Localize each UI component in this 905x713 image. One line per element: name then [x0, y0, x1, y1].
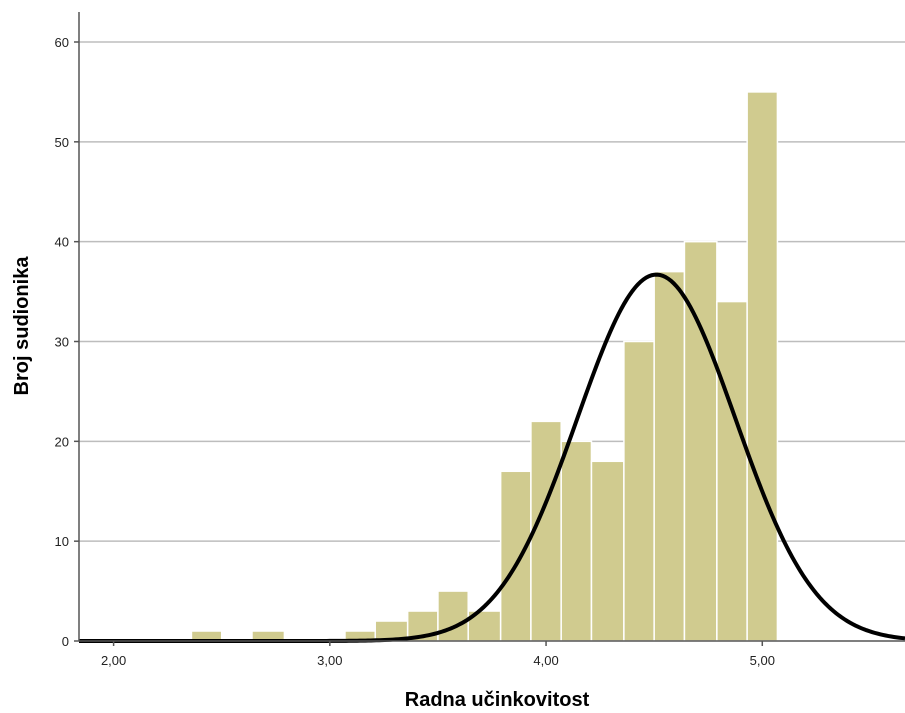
histogram-bar [560, 440, 593, 642]
histogram-bar [746, 91, 779, 642]
histogram-bar [653, 270, 686, 642]
histogram-bars [190, 91, 779, 642]
histogram-bar [716, 300, 748, 642]
normal-curve-layer [79, 272, 905, 643]
y-tick-label: 50 [55, 135, 69, 150]
histogram-bar [590, 460, 625, 642]
x-axis-title: Radna učinkovitost [405, 689, 590, 711]
y-tick-label: 60 [55, 35, 69, 50]
y-tick-label: 20 [55, 434, 69, 449]
x-tick-label: 3,00 [317, 653, 342, 668]
x-tick-label: 2,00 [101, 653, 126, 668]
y-axis-title: Broj sudionika [11, 256, 33, 396]
x-tick-label: 5,00 [750, 653, 775, 668]
normal-curve [79, 272, 905, 643]
y-tick-labels: 0 10 20 30 40 50 60 [55, 35, 69, 649]
y-tick-label: 0 [62, 634, 69, 649]
x-tick-labels: 2,00 3,00 4,00 5,00 [101, 653, 775, 668]
y-tick-label: 40 [55, 235, 69, 250]
axes [74, 12, 905, 646]
histogram-bar [623, 340, 655, 642]
y-tick-label: 30 [55, 335, 69, 350]
gridlines [79, 41, 905, 542]
histogram-bar [499, 470, 532, 642]
y-tick-label: 10 [55, 534, 69, 549]
x-tick-label: 4,00 [533, 653, 558, 668]
